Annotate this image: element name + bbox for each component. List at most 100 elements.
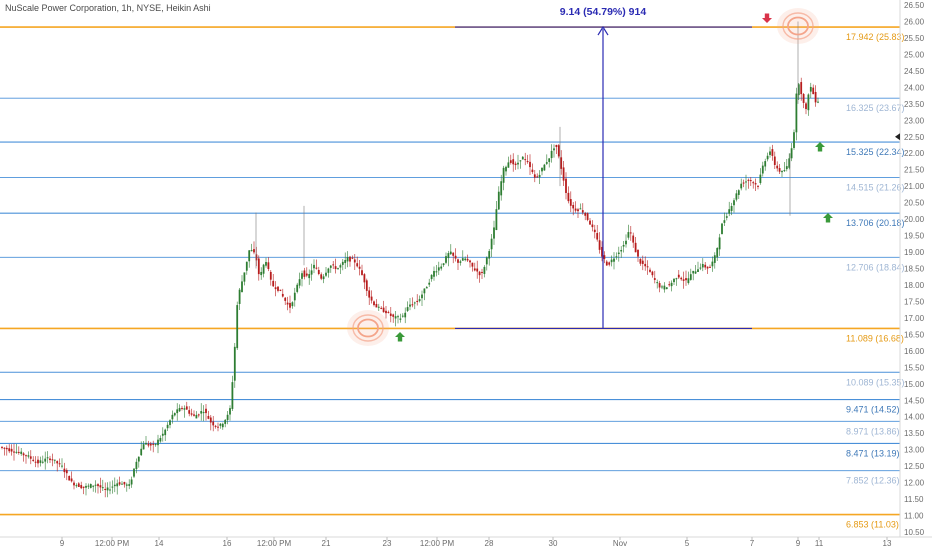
candle-body	[675, 278, 678, 280]
candle-body	[785, 166, 788, 170]
candle-body	[8, 448, 11, 452]
candle-body	[673, 278, 675, 283]
x-tick-label: 28	[485, 539, 494, 548]
candle-body	[500, 181, 503, 196]
candle-body	[723, 220, 726, 223]
x-tick-label: Nov	[613, 539, 627, 548]
y-tick-label: 23.00	[904, 116, 925, 125]
candle-body	[339, 265, 342, 268]
candle-body	[620, 249, 623, 252]
candle-body	[10, 448, 13, 452]
candle-body	[236, 305, 239, 349]
candle-body	[788, 158, 791, 168]
candle-body	[325, 272, 327, 276]
candle-body	[533, 174, 536, 178]
candle-body	[512, 159, 515, 165]
candle-body	[728, 209, 731, 214]
low-highlight-circle	[347, 310, 389, 346]
y-tick-label: 20.00	[904, 215, 925, 224]
candle-body	[812, 87, 815, 95]
candle-body	[197, 414, 200, 416]
candle-body	[209, 417, 212, 423]
candle-body	[277, 286, 279, 291]
candle-body	[219, 423, 222, 426]
candle-body	[529, 161, 531, 168]
candle-body	[452, 252, 455, 256]
level-label: 10.089 (15.35)	[846, 377, 905, 387]
candle-body	[459, 261, 462, 263]
candle-body	[685, 278, 687, 281]
x-tick-label: 9	[796, 539, 801, 548]
candle-body	[70, 478, 73, 482]
candle-body	[370, 296, 373, 301]
candle-body	[142, 444, 145, 450]
candle-body	[800, 82, 803, 95]
candle-body	[382, 307, 385, 313]
candle-body	[392, 314, 395, 317]
y-tick-label: 19.50	[904, 232, 925, 241]
candle-body	[543, 164, 546, 171]
candle-body	[133, 468, 135, 477]
candle-body	[181, 407, 183, 409]
candle-body	[399, 318, 402, 320]
candle-body	[461, 258, 464, 261]
candle-body	[212, 421, 215, 426]
candle-body	[176, 409, 179, 414]
candle-body	[111, 486, 114, 488]
candle-body	[166, 424, 169, 429]
candle-body	[224, 419, 227, 424]
candle-body	[34, 461, 37, 463]
candle-body	[104, 488, 107, 490]
level-label: 15.325 (22.34)	[846, 147, 905, 157]
candle-body	[358, 266, 361, 269]
x-tick-label: 13	[883, 539, 892, 548]
candle-body	[267, 262, 270, 270]
candle-body	[709, 266, 711, 268]
candle-body	[231, 382, 234, 409]
candle-body	[418, 299, 421, 302]
candle-body	[17, 451, 20, 453]
candle-body	[377, 306, 380, 308]
candle-body	[507, 162, 510, 168]
level-label: 6.853 (11.03)	[846, 520, 899, 530]
y-tick-label: 25.50	[904, 34, 925, 43]
candle-body	[490, 238, 493, 250]
candle-body	[581, 210, 584, 213]
candle-body	[73, 482, 75, 486]
candle-body	[397, 316, 399, 318]
candle-body	[656, 282, 659, 284]
candle-body	[634, 242, 637, 253]
candle-body	[296, 284, 299, 292]
x-tick-label: 5	[685, 539, 690, 548]
candle-body	[329, 265, 332, 268]
candle-body	[154, 444, 157, 446]
candle-body	[733, 200, 735, 206]
candle-body	[161, 433, 164, 436]
candle-body	[560, 157, 563, 169]
y-tick-label: 13.00	[904, 446, 925, 455]
y-tick-label: 11.50	[904, 495, 924, 504]
candle-body	[790, 148, 793, 159]
candle-body	[769, 151, 771, 155]
candle-body	[445, 256, 447, 263]
candle-body	[226, 414, 229, 420]
candle-body	[416, 300, 419, 302]
candle-body	[185, 406, 188, 410]
candle-body	[80, 485, 83, 489]
candle-body	[579, 208, 582, 210]
candle-body	[159, 437, 162, 442]
candle-body	[37, 459, 39, 464]
candle-body	[509, 160, 512, 163]
candle-body	[548, 158, 551, 162]
candle-body	[601, 246, 603, 257]
candle-body	[449, 251, 452, 255]
candle-body	[253, 249, 255, 253]
x-tick-label: 12:00 PM	[95, 539, 130, 548]
candle-body	[670, 282, 673, 287]
candle-body	[322, 276, 325, 280]
candle-body	[337, 268, 339, 270]
candle-body	[644, 263, 647, 267]
y-tick-label: 12.50	[904, 462, 925, 471]
